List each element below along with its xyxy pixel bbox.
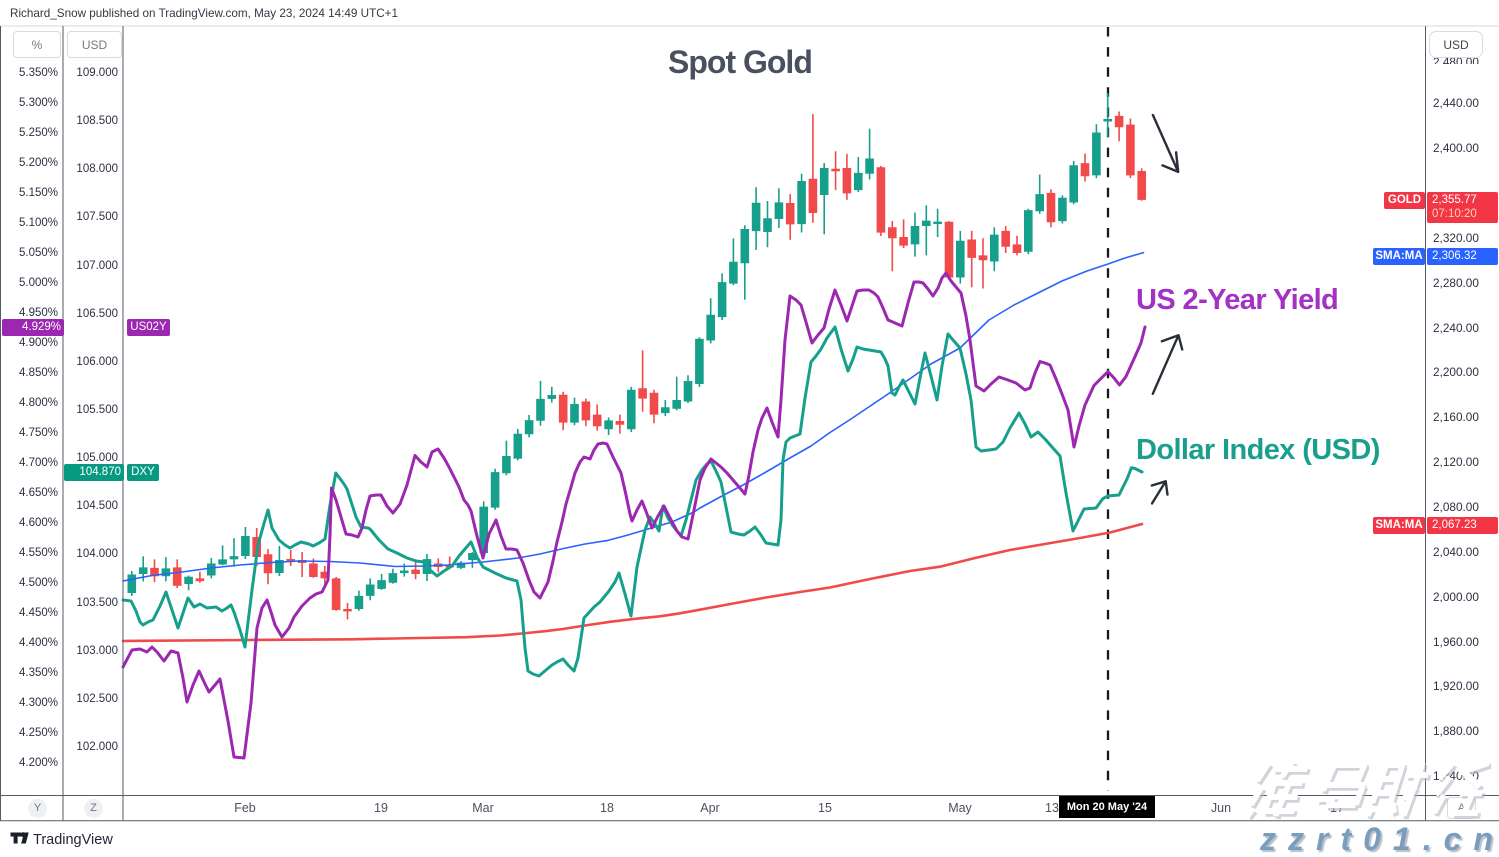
svg-text:TradingView: TradingView [33,832,113,848]
